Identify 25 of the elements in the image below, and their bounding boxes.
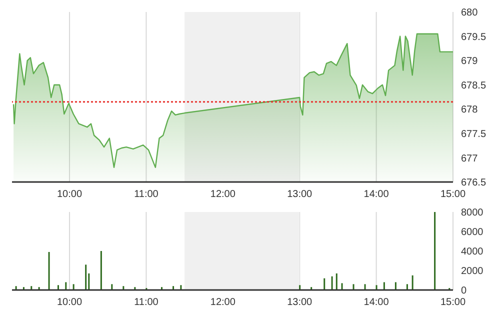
x-tick-label: 13:00	[287, 297, 313, 308]
y-tick-label: 676.5	[461, 178, 486, 189]
x-tick-label: 15:00	[440, 189, 466, 200]
x-tick-label: 11:00	[134, 189, 159, 200]
y-tick-label: 677.5	[461, 128, 486, 140]
x-tick-label: 11:00	[134, 297, 159, 308]
y-tick-label: 680	[461, 8, 478, 19]
y-tick-label: 6000	[461, 227, 484, 238]
y-tick-label: 679	[461, 56, 478, 68]
x-tick-label: 14:00	[364, 189, 390, 200]
y-tick-label: 2000	[461, 266, 484, 278]
y-tick-label: 679.5	[461, 32, 486, 43]
x-tick-label: 13:00	[287, 189, 313, 200]
x-tick-label: 15:00	[440, 297, 466, 308]
y-tick-label: 4000	[461, 246, 484, 258]
y-tick-label: 0	[461, 286, 467, 297]
y-tick-label: 678	[461, 104, 478, 116]
x-tick-label: 12:00	[210, 297, 236, 308]
x-tick-label: 14:00	[364, 297, 390, 308]
y-tick-label: 678.5	[461, 80, 486, 92]
y-tick-label: 8000	[461, 208, 484, 219]
y-tick-label: 677	[461, 153, 478, 164]
x-tick-label: 10:00	[57, 297, 82, 308]
x-tick-label: 10:00	[57, 189, 82, 200]
x-tick-label: 12:00	[210, 189, 236, 200]
